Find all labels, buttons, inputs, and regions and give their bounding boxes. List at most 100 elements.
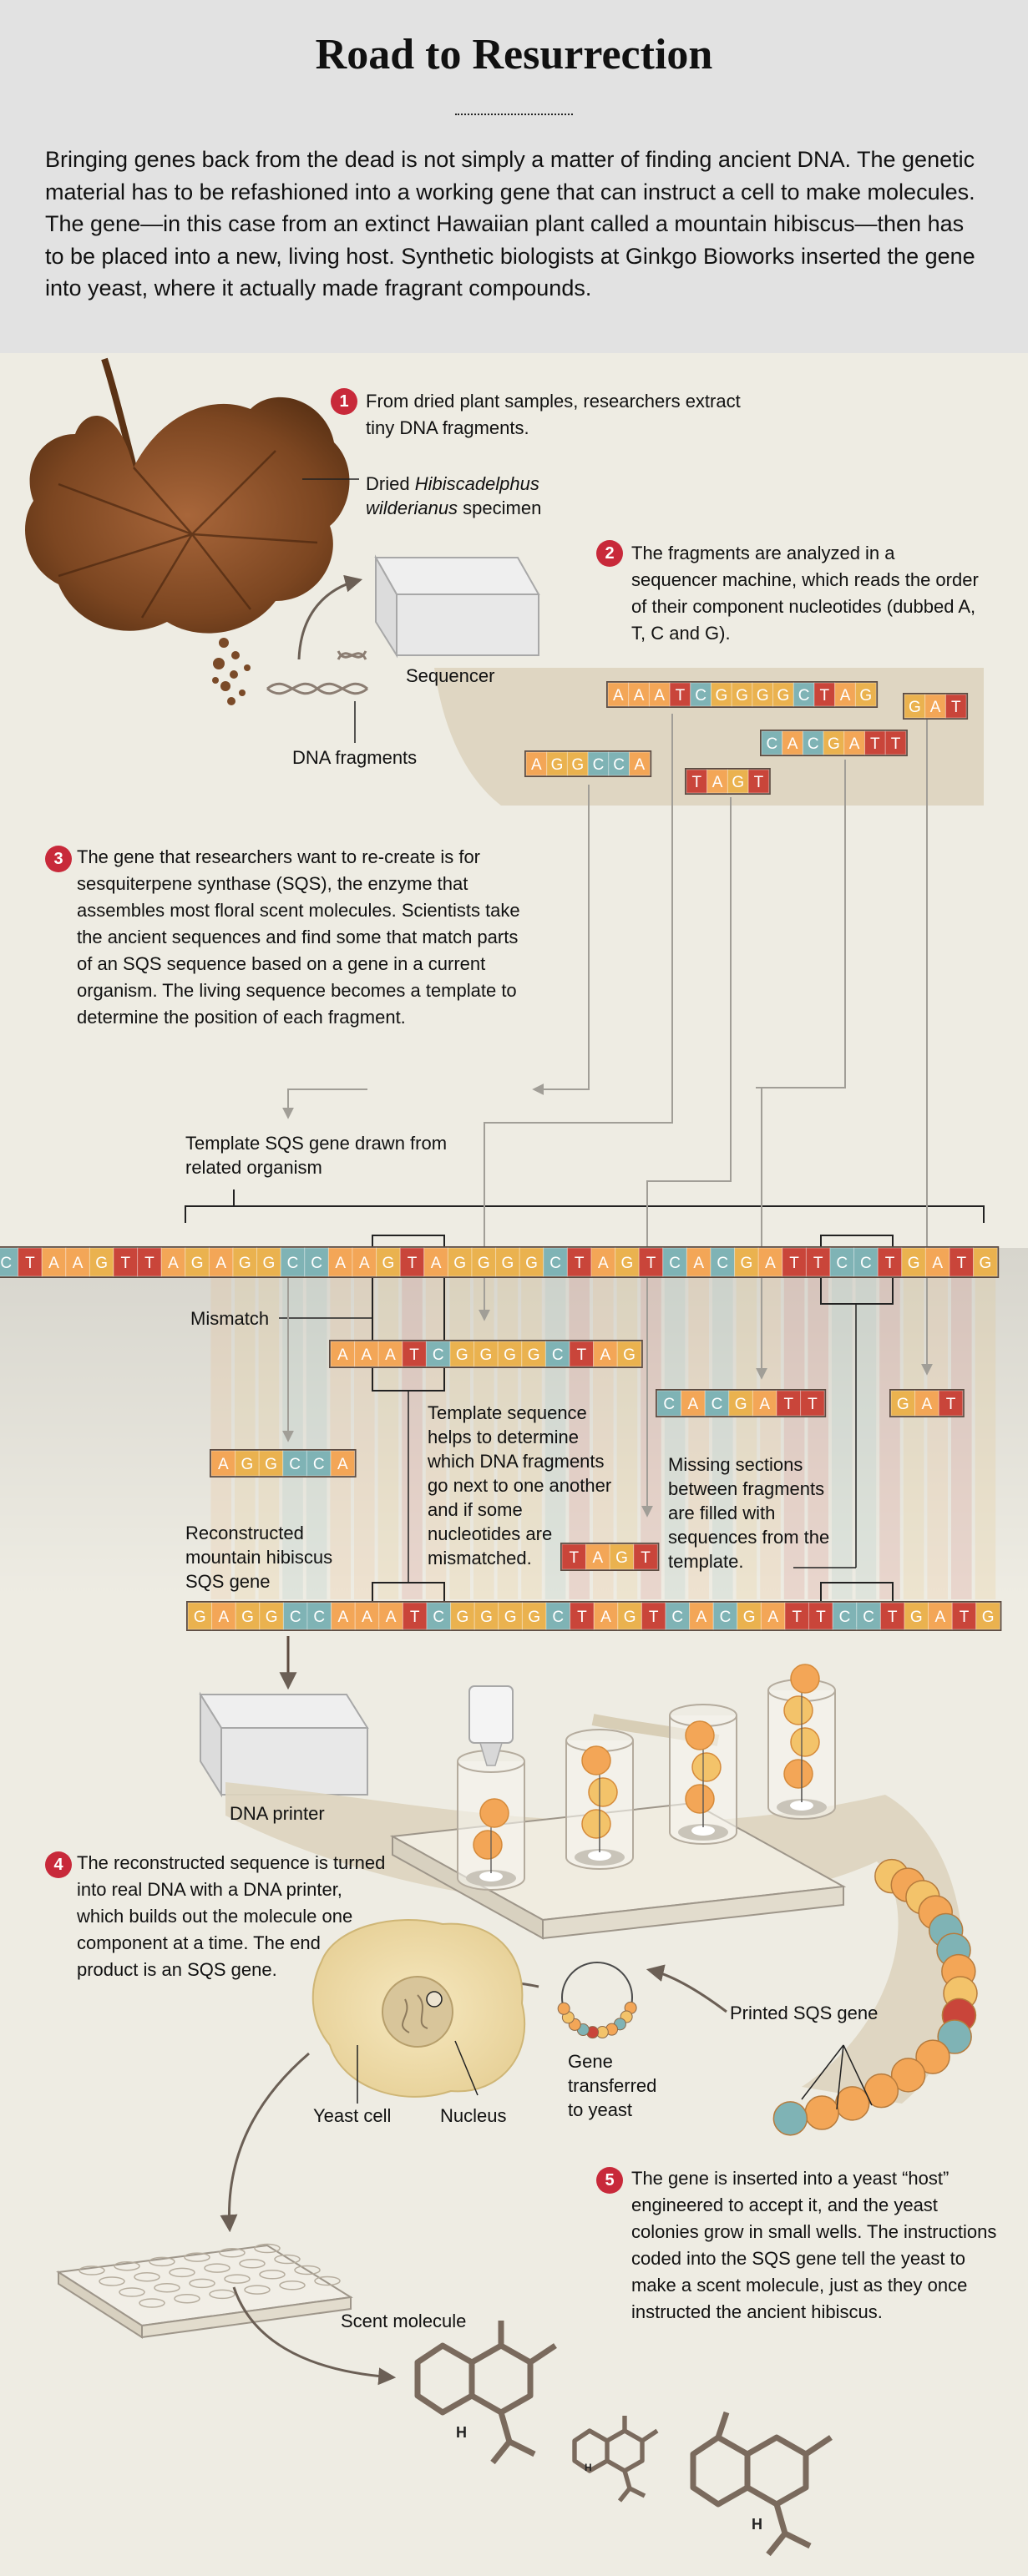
nucleotide-cell <box>137 1247 162 1277</box>
printer-tube <box>767 1664 836 1820</box>
step-2-text: The fragments are analyzed in a sequence… <box>631 543 979 644</box>
nucleotide-letter: G <box>504 1346 516 1364</box>
nucleotide-bead <box>581 1809 611 1839</box>
specimen-label: Dried Hibiscadelphus wilderianus specime… <box>366 472 650 520</box>
nucleotide-letter: A <box>935 1609 946 1626</box>
nucleotide-cell <box>757 1247 783 1277</box>
plate-well <box>219 2248 246 2258</box>
alignment-column <box>402 1278 423 1599</box>
nucleotide-cell <box>607 682 630 707</box>
step-3-badge: 3 <box>45 846 72 872</box>
nucleotide-cell <box>813 682 836 707</box>
nucleotide-letter: C <box>0 1255 12 1272</box>
nucleotide-cell <box>590 1247 616 1277</box>
sequencer-label: Sequencer <box>406 665 495 686</box>
nucleotide-letter: A <box>932 1255 943 1272</box>
nucleotide-cell <box>519 1247 544 1277</box>
nucleotide-letter: G <box>741 1255 753 1272</box>
plate-well <box>169 2267 195 2278</box>
nucleotide-cell <box>686 1247 711 1277</box>
nucleotide-letter: G <box>266 1609 278 1626</box>
nucleotide-letter: G <box>980 1255 992 1272</box>
alignment-column <box>951 1278 972 1599</box>
nucleotide-letter: C <box>552 1609 564 1626</box>
nucleotide-cell <box>805 1247 831 1277</box>
nucleotide-letter: A <box>531 756 542 774</box>
nucleotide-cell <box>752 682 774 707</box>
nucleotide-letter: G <box>624 1609 636 1626</box>
nucleotide-letter: T <box>792 1609 802 1626</box>
scent-molecule-1 <box>414 2321 557 2465</box>
nucleotide-letter: T <box>144 1255 154 1272</box>
nucleotide-cell <box>924 1247 950 1277</box>
nucleotide-cell <box>854 682 877 707</box>
nucleotide-letter: T <box>956 1255 966 1272</box>
step-4-badge: 4 <box>45 1851 72 1878</box>
nucleotide-cell <box>423 1247 448 1277</box>
alignment-column <box>258 1278 280 1599</box>
alignment-column <box>927 1278 948 1599</box>
nucleotide-letter: G <box>859 687 872 705</box>
alignment-column <box>521 1278 542 1599</box>
plate-well <box>149 2256 175 2267</box>
nucleotide-letter: T <box>789 1255 799 1272</box>
nucleotide-letter: C <box>287 1255 299 1272</box>
nucleotide-cell <box>728 1390 753 1417</box>
template-helps-label: Template sequence helps to determine whi… <box>428 1402 612 1568</box>
nucleotide-letter: G <box>265 1456 277 1473</box>
nucleotide-cell <box>280 1247 306 1277</box>
nucleotide-letter: T <box>409 1346 419 1364</box>
template-bracket <box>185 1190 985 1223</box>
nucleotide-letter: A <box>337 1456 348 1473</box>
nucleotide-letter: C <box>290 1609 301 1626</box>
nucleotide-letter: A <box>431 1255 442 1272</box>
nucleotide-letter: C <box>720 1609 732 1626</box>
scent-molecule-3 <box>690 2411 833 2557</box>
nucleotide-letter: G <box>263 1255 276 1272</box>
nucleotide-letter: G <box>525 1255 538 1272</box>
nucleotide-letter: A <box>386 1609 397 1626</box>
nucleotide-letter: C <box>593 756 605 774</box>
nucleotide-letter: G <box>241 1456 254 1473</box>
nucleotide-cell <box>747 769 770 794</box>
nucleotide-cell <box>354 1602 380 1630</box>
nucleotide-cell <box>585 1543 610 1570</box>
specimen-genus: Hibiscadelphus <box>414 473 539 494</box>
printer-tube <box>669 1704 737 1845</box>
nucleotide-letter: A <box>930 699 941 716</box>
nucleotide-cell <box>354 1341 379 1367</box>
nucleotide-cell <box>208 1247 234 1277</box>
nucleotide-cell <box>306 1602 332 1630</box>
nucleotide-letter: G <box>95 1255 108 1272</box>
nucleotide-letter: T <box>754 774 764 791</box>
alignment-column <box>377 1278 399 1599</box>
nucleotide-letter: A <box>359 1255 370 1272</box>
nucleotide-letter: C <box>711 1396 723 1413</box>
nucleotide-letter: C <box>863 1609 874 1626</box>
nucleotide-cell <box>258 1450 284 1477</box>
nucleotide-letter: A <box>338 1609 349 1626</box>
nucleotide-letter: T <box>870 735 880 753</box>
nucleotide-cell <box>544 1341 570 1367</box>
chain-bead <box>834 2086 870 2121</box>
nucleotide-cell <box>473 1602 499 1630</box>
specimen-species: wilderianus <box>366 498 458 518</box>
nucleotide-letter: G <box>456 1346 468 1364</box>
nucleotide-cell <box>570 1602 595 1630</box>
nucleotide-letter: A <box>335 1255 346 1272</box>
nucleotide-letter: G <box>571 756 584 774</box>
nucleotide-cell <box>669 682 691 707</box>
alignment-column <box>497 1278 519 1599</box>
nucleotide-cell <box>259 1602 284 1630</box>
nucleotide-cell <box>498 1602 523 1630</box>
nucleotide-letter: C <box>613 756 625 774</box>
alignment-column <box>975 1278 996 1599</box>
nucleotide-cell <box>543 1247 568 1277</box>
nucleotide-letter: G <box>382 1255 395 1272</box>
nucleotide-cell <box>793 682 815 707</box>
h-atom-label-3: H <box>752 2516 762 2533</box>
scent-molecule-label: Scent molecule <box>341 2311 467 2331</box>
